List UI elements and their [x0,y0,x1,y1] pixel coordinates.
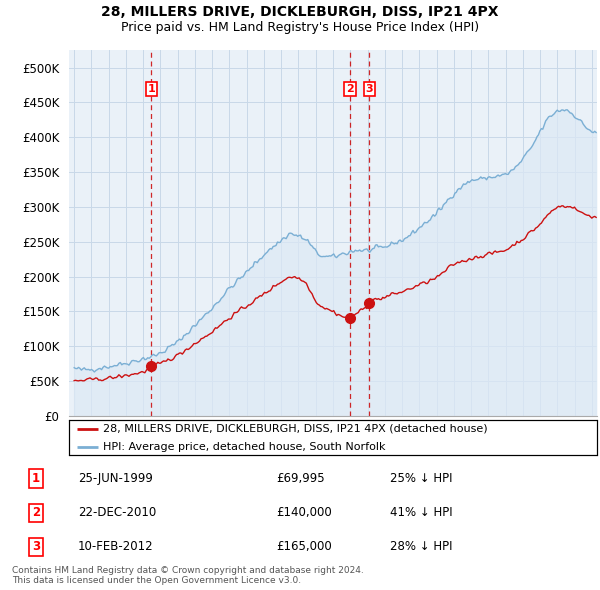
Text: 41% ↓ HPI: 41% ↓ HPI [390,506,452,519]
Text: HPI: Average price, detached house, South Norfolk: HPI: Average price, detached house, Sout… [103,442,386,451]
Text: 1: 1 [32,472,40,485]
Text: 25% ↓ HPI: 25% ↓ HPI [390,472,452,485]
Text: 3: 3 [32,540,40,553]
Text: £165,000: £165,000 [276,540,332,553]
Text: £69,995: £69,995 [276,472,325,485]
Text: Price paid vs. HM Land Registry's House Price Index (HPI): Price paid vs. HM Land Registry's House … [121,21,479,34]
Text: 22-DEC-2010: 22-DEC-2010 [78,506,156,519]
Text: 2: 2 [32,506,40,519]
Text: Contains HM Land Registry data © Crown copyright and database right 2024.
This d: Contains HM Land Registry data © Crown c… [12,566,364,585]
Text: 1: 1 [148,84,155,94]
Text: 28, MILLERS DRIVE, DICKLEBURGH, DISS, IP21 4PX (detached house): 28, MILLERS DRIVE, DICKLEBURGH, DISS, IP… [103,424,488,434]
Text: 28, MILLERS DRIVE, DICKLEBURGH, DISS, IP21 4PX: 28, MILLERS DRIVE, DICKLEBURGH, DISS, IP… [101,5,499,19]
Text: 10-FEB-2012: 10-FEB-2012 [78,540,154,553]
Text: 28% ↓ HPI: 28% ↓ HPI [390,540,452,553]
Text: 3: 3 [365,84,373,94]
Text: 25-JUN-1999: 25-JUN-1999 [78,472,153,485]
Text: 2: 2 [346,84,353,94]
Text: £140,000: £140,000 [276,506,332,519]
